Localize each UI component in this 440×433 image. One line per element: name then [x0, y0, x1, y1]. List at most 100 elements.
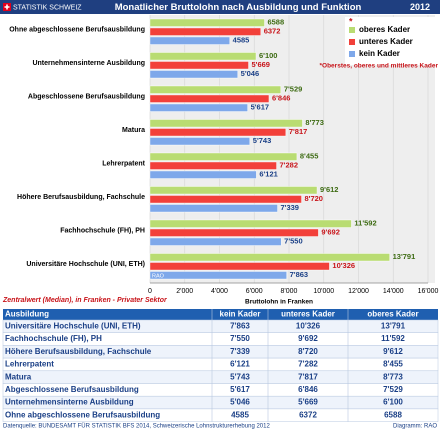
table-cell: Universitäre Hochschule (UNI, ETH) — [5, 321, 141, 330]
table-cell: Fachhochschule (FH), PH — [5, 334, 102, 343]
table-header: oberes Kader — [367, 310, 418, 319]
value-label: 5'617 — [251, 103, 269, 112]
table-cell: Abgeschlossene Berufsausbildung — [5, 385, 139, 394]
table-row-bg — [2, 370, 439, 384]
table-cell: 5'669 — [298, 398, 318, 407]
legend-label: oberes Kader — [359, 25, 410, 34]
value-label: 10'326 — [332, 261, 355, 270]
bar — [149, 228, 319, 237]
bar — [149, 27, 261, 36]
table-cell: 7'282 — [298, 360, 318, 369]
table-row-bg — [2, 357, 439, 372]
category-label: Ohne abgeschlossene Berufsausbildung — [9, 27, 145, 34]
value-label: 7'529 — [284, 85, 302, 94]
value-label: 9'692 — [321, 228, 339, 237]
x-tick-label: 10'000 — [313, 288, 334, 295]
value-label: 13'791 — [393, 252, 416, 261]
value-label: 6'100 — [259, 51, 277, 60]
category-label: Matura — [122, 127, 145, 134]
table-cell: Höhere Berufsausbildung, Fachschule — [5, 347, 152, 356]
legend-label: unteres Kader — [359, 37, 413, 46]
table-cell: 6372 — [299, 410, 317, 419]
bar — [149, 137, 250, 146]
credit-mark: RAO — [152, 273, 165, 279]
table-header: Ausbildung — [5, 310, 49, 319]
value-label: 8'455 — [300, 152, 318, 161]
value-label: 7'282 — [280, 161, 298, 170]
chart-note: Zentralwert (Median), in Franken - Priva… — [2, 297, 168, 304]
table-header-bg — [3, 309, 438, 320]
table-header: kein Kader — [220, 310, 261, 319]
table-cell: 7'817 — [298, 372, 318, 381]
legend-note: *Oberstes, oberes und mittleres Kader — [320, 63, 439, 70]
x-tick-label: 2'000 — [176, 288, 193, 295]
table-cell: 6'846 — [298, 385, 318, 394]
table-cell: 4585 — [231, 410, 249, 419]
table-cell: Ohne abgeschlossene Berufsausbildung — [5, 410, 160, 419]
x-tick-label: 16'000 — [418, 288, 439, 295]
bar — [149, 195, 302, 204]
table-cell: 7'550 — [230, 334, 250, 343]
bar — [149, 271, 287, 280]
x-tick-label: 14'000 — [383, 288, 404, 295]
legend-swatch — [349, 27, 355, 33]
category-label: Lehrerpatent — [102, 161, 145, 168]
bar — [149, 219, 352, 228]
bar — [149, 161, 277, 170]
table-cell: 7'863 — [230, 321, 250, 330]
table-cell: Lehrerpatent — [5, 360, 54, 369]
table-cell: 7'339 — [230, 347, 250, 356]
table-cell: 5'046 — [230, 398, 250, 407]
bar — [149, 170, 257, 179]
table-cell: Unternehmensinterne Ausbildung — [5, 398, 134, 407]
table-cell: 8'773 — [383, 372, 403, 381]
table-header: unteres Kader — [281, 310, 335, 319]
table-cell: 9'612 — [383, 347, 403, 356]
value-label: 4585 — [233, 36, 250, 45]
table-cell: 9'692 — [298, 334, 318, 343]
legend-label: kein Kader — [359, 49, 400, 58]
chart: 0 2'000 4'000 6'000 8'000 10'000 12'000 14'000 1… — [9, 15, 439, 306]
x-axis-label: Bruttolohn in Franken — [245, 299, 313, 306]
header-year: 2012 — [410, 2, 430, 12]
bar — [149, 186, 318, 195]
x-tick-label: 6'000 — [246, 288, 263, 295]
value-label: 11'592 — [354, 219, 376, 228]
bar — [149, 237, 282, 246]
logo-text: STATISTIK SCHWEIZ — [13, 4, 82, 11]
table: Ausbildung kein Kader unteres Kader oberes … — [2, 309, 439, 422]
logo-cross — [4, 4, 10, 10]
legend-marker: * — [349, 16, 353, 26]
bar — [149, 52, 257, 61]
value-label: 8'720 — [305, 194, 323, 203]
table-cell: 13'791 — [381, 321, 406, 330]
x-tick-label: 4'000 — [211, 288, 228, 295]
value-label: 6588 — [267, 18, 284, 27]
table-cell: 7'529 — [383, 385, 403, 394]
value-label: 7'339 — [281, 203, 299, 212]
bar — [149, 94, 270, 103]
bar — [149, 36, 230, 45]
bar — [149, 85, 282, 94]
bar — [149, 204, 278, 213]
category-label: Höhere Berufsausbildung, Fachschule — [17, 194, 145, 201]
value-label: 8'773 — [305, 118, 323, 127]
value-label: 5'743 — [253, 136, 271, 145]
bar — [149, 253, 390, 262]
category-label: Universitäre Hochschule (UNI, ETH) — [26, 261, 145, 268]
bar — [149, 70, 238, 79]
value-label: 7'863 — [290, 270, 308, 279]
table-cell: 8'455 — [383, 360, 403, 369]
bar — [149, 103, 248, 112]
category-label: Abgeschlossene Berufsausbildung — [28, 94, 145, 101]
source: Datenquelle: BUNDESAMT FÜR STATISTIK BFS… — [3, 423, 270, 430]
x-tick-label: 0 — [148, 288, 152, 295]
table-cell: 6'121 — [230, 360, 250, 369]
value-label: 7'550 — [284, 237, 302, 246]
table-cell: Matura — [5, 372, 32, 381]
table-cell: 6'100 — [383, 398, 403, 407]
legend-swatch — [349, 51, 355, 57]
table-row-bg — [2, 408, 439, 422]
category-label: Fachhochschule (FH), PH — [60, 228, 145, 235]
